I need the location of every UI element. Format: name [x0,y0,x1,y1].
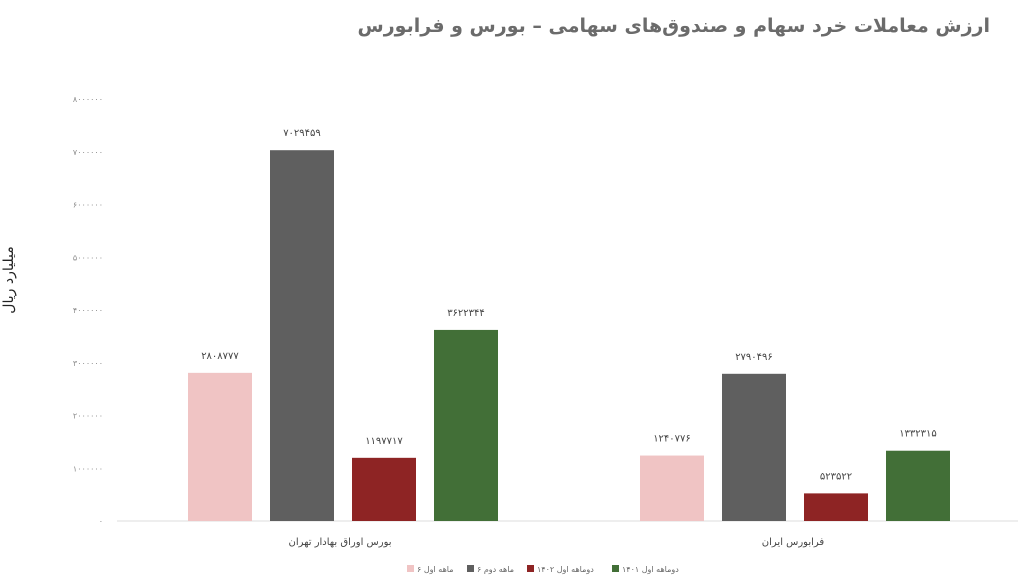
bar [886,450,950,521]
legend-label: دوماهه اول ۱۴۰۲ [537,565,594,574]
data-label: ۲۷۹۰۴۹۶ [735,352,773,363]
data-label: ۵۲۳۵۲۲ [820,471,852,482]
y-tick-label: ۲۰۰۰۰۰۰ [73,412,103,421]
y-tick-label: ۷۰۰۰۰۰۰ [73,148,103,157]
data-label: ۲۸۰۸۷۷۷ [201,351,239,362]
category-labels: بورس اوراق بهادار تهران فرابورس ایران [288,537,824,548]
bar [640,455,704,521]
legend-swatch [467,565,474,572]
bar [722,373,786,521]
legend-swatch [407,565,414,572]
y-tick-label: ۸۰۰۰۰۰۰ [73,95,103,104]
bar [270,150,334,521]
bar [804,493,868,521]
bar [188,372,252,521]
legend-label: ۶ ماهه اول [417,565,454,574]
data-label: ۱۳۳۲۳۱۵ [899,429,937,440]
chart-title: ارزش معاملات خرد سهام و صندوق‌های سهامی … [358,15,990,37]
y-tick-labels: ۰ ۱۰۰۰۰۰۰ ۲۰۰۰۰۰۰ ۳۰۰۰۰۰۰ ۴۰۰۰۰۰۰ ۵۰۰۰۰۰۰ ۶۰۰۰… [73,95,103,526]
data-label: ۷۰۲۹۴۵۹ [283,128,321,139]
legend-label: ۶ ماهه دوم [477,565,514,574]
data-label: ۳۶۲۲۳۴۴ [447,308,485,319]
y-tick-label: ۳۰۰۰۰۰۰ [73,359,103,368]
data-labels: ۲۸۰۸۷۷۷ ۱۲۴۰۷۷۶ ۷۰۲۹۴۵۹ ۲۷۹۰۴۹۶ ۱۱۹۷۷۱۷ ۵۲۳۵۲… [201,128,937,482]
data-label: ۱۱۹۷۷۱۷ [365,436,403,447]
y-tick-label: ۰ [99,517,103,526]
bars [188,150,950,521]
bar [434,329,498,521]
y-tick-label: ۵۰۰۰۰۰۰ [73,253,103,262]
legend-label: دوماهه اول ۱۴۰۱ [622,565,679,574]
legend: ۶ ماهه اول ۶ ماهه دوم دوماهه اول ۱۴۰۲ دوماه… [407,565,679,574]
legend-swatch [527,565,534,572]
y-tick-label: ۱۰۰۰۰۰۰ [73,464,103,473]
y-tick-label: ۶۰۰۰۰۰۰ [73,201,103,210]
y-tick-label: ۴۰۰۰۰۰۰ [73,306,103,315]
category-label: فرابورس ایران [762,537,825,548]
data-label: ۱۲۴۰۷۷۶ [653,434,691,445]
category-label: بورس اوراق بهادار تهران [288,537,391,548]
y-axis-label: میلیارد ریال [1,246,17,313]
bar [352,457,416,521]
legend-swatch [612,565,619,572]
